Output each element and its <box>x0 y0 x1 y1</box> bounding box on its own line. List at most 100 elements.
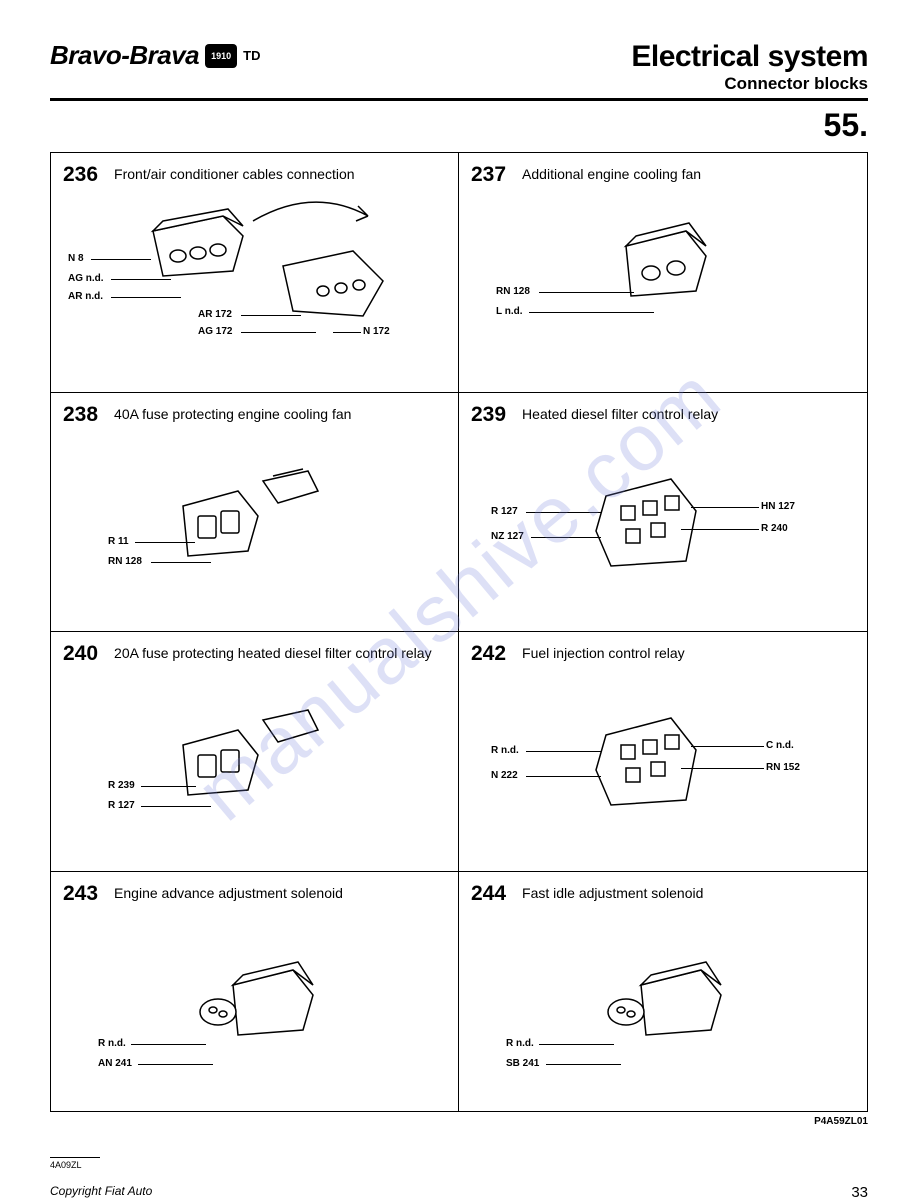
header-right: Electrical system Connector blocks <box>631 40 868 94</box>
copyright-text: Copyright Fiat Auto <box>50 1184 152 1201</box>
pin-label: N 172 <box>363 326 390 337</box>
pin-label: NZ 127 <box>491 531 524 542</box>
pin-label: RN 128 <box>108 556 142 567</box>
diagram-243: R n.d. AN 241 <box>63 910 446 1088</box>
pin-label: AR 172 <box>198 309 232 320</box>
cell-number: 237 <box>471 163 506 187</box>
cell-title: 20A fuse protecting heated diesel filter… <box>114 642 432 661</box>
lead-line <box>526 776 601 777</box>
cell-number: 238 <box>63 403 98 427</box>
header-left: Bravo-Brava 1910 TD <box>50 40 260 71</box>
cell-number: 242 <box>471 642 506 666</box>
cell-number: 239 <box>471 403 506 427</box>
section-number: 55. <box>50 107 868 144</box>
pin-label: AN 241 <box>98 1058 132 1069</box>
lead-line <box>681 768 764 769</box>
lead-line <box>241 332 316 333</box>
pin-label: C n.d. <box>766 740 794 751</box>
diagram-242: R n.d. N 222 C n.d. RN 152 <box>471 670 855 848</box>
cell-number: 243 <box>63 882 98 906</box>
page-footer: Copyright Fiat Auto 33 <box>50 1184 868 1201</box>
pin-label: AG n.d. <box>68 273 104 284</box>
lead-line <box>141 786 196 787</box>
subtitle: Connector blocks <box>631 74 868 94</box>
figure-reference: P4A59ZL01 <box>50 1116 868 1127</box>
connector-icon <box>601 211 731 311</box>
lead-line <box>135 542 195 543</box>
connector-grid: 236 Front/air conditioner cables connect… <box>50 152 868 1112</box>
fuse-holder-icon <box>163 461 333 571</box>
cell-title: Engine advance adjustment solenoid <box>114 882 343 901</box>
lead-line <box>546 1064 621 1065</box>
pin-label: R n.d. <box>491 745 519 756</box>
lead-line <box>141 806 211 807</box>
lead-line <box>111 279 171 280</box>
cell-number: 240 <box>63 642 98 666</box>
pin-label: SB 241 <box>506 1058 539 1069</box>
relay-socket-icon <box>581 461 721 581</box>
pin-label: R n.d. <box>98 1038 126 1049</box>
arrow-icon <box>243 191 383 241</box>
pin-label: AR n.d. <box>68 291 103 302</box>
pin-label: N 8 <box>68 253 84 264</box>
lead-line <box>531 537 601 538</box>
lead-line <box>691 507 759 508</box>
lead-line <box>539 292 634 293</box>
cell-243: 243 Engine advance adjustment solenoid R… <box>51 872 459 1112</box>
pin-label: R n.d. <box>506 1038 534 1049</box>
pin-label: L n.d. <box>496 306 522 317</box>
solenoid-connector-icon <box>183 950 333 1050</box>
lead-line <box>681 529 759 530</box>
cell-title: Heated diesel filter control relay <box>522 403 718 422</box>
cell-number: 244 <box>471 882 506 906</box>
cell-title: Front/air conditioner cables connection <box>114 163 354 182</box>
pin-label: R 127 <box>491 506 518 517</box>
lead-line <box>529 312 654 313</box>
fuse-holder-icon <box>163 700 333 810</box>
lead-line <box>333 332 361 333</box>
diagram-240: R 239 R 127 <box>63 670 446 848</box>
pin-label: RN 128 <box>496 286 530 297</box>
page-number: 33 <box>851 1184 868 1201</box>
connector-icon <box>273 241 403 331</box>
engine-badge-icon: 1910 <box>205 44 237 68</box>
pin-label: R 240 <box>761 523 788 534</box>
cell-title: Fuel injection control relay <box>522 642 685 661</box>
pin-label: HN 127 <box>761 501 795 512</box>
cell-237: 237 Additional engine cooling fan RN 128… <box>459 153 867 393</box>
lead-line <box>111 297 181 298</box>
cell-242: 242 Fuel injection control relay R n.d. … <box>459 632 867 872</box>
pin-label: R 127 <box>108 800 135 811</box>
lead-line <box>131 1044 206 1045</box>
lead-line <box>526 512 601 513</box>
page-header: Bravo-Brava 1910 TD Electrical system Co… <box>50 40 868 101</box>
diagram-239: R 127 NZ 127 HN 127 R 240 <box>471 431 855 609</box>
cell-title: 40A fuse protecting engine cooling fan <box>114 403 351 422</box>
model-name: Bravo-Brava <box>50 40 199 71</box>
pin-label: RN 152 <box>766 762 800 773</box>
document-code: 4A09ZL <box>50 1157 100 1170</box>
system-title: Electrical system <box>631 40 868 74</box>
diagram-237: RN 128 L n.d. <box>471 191 855 369</box>
lead-line <box>539 1044 614 1045</box>
lead-line <box>91 259 151 260</box>
relay-socket-icon <box>581 700 721 820</box>
lead-line <box>241 315 301 316</box>
solenoid-connector-icon <box>591 950 741 1050</box>
cell-244: 244 Fast idle adjustment solenoid R n.d.… <box>459 872 867 1112</box>
diagram-238: R 11 RN 128 <box>63 431 446 609</box>
cell-238: 238 40A fuse protecting engine cooling f… <box>51 393 459 633</box>
cell-239: 239 Heated diesel filter control relay R… <box>459 393 867 633</box>
cell-236: 236 Front/air conditioner cables connect… <box>51 153 459 393</box>
pin-label: AG 172 <box>198 326 232 337</box>
cell-number: 236 <box>63 163 98 187</box>
cell-240: 240 20A fuse protecting heated diesel fi… <box>51 632 459 872</box>
lead-line <box>138 1064 213 1065</box>
variant-label: TD <box>243 48 260 63</box>
lead-line <box>526 751 601 752</box>
diagram-236: N 8 AG n.d. AR n.d. AR 172 AG 172 N 172 <box>63 191 446 369</box>
cell-title: Fast idle adjustment solenoid <box>522 882 703 901</box>
lead-line <box>151 562 211 563</box>
pin-label: N 222 <box>491 770 518 781</box>
lead-line <box>691 746 764 747</box>
